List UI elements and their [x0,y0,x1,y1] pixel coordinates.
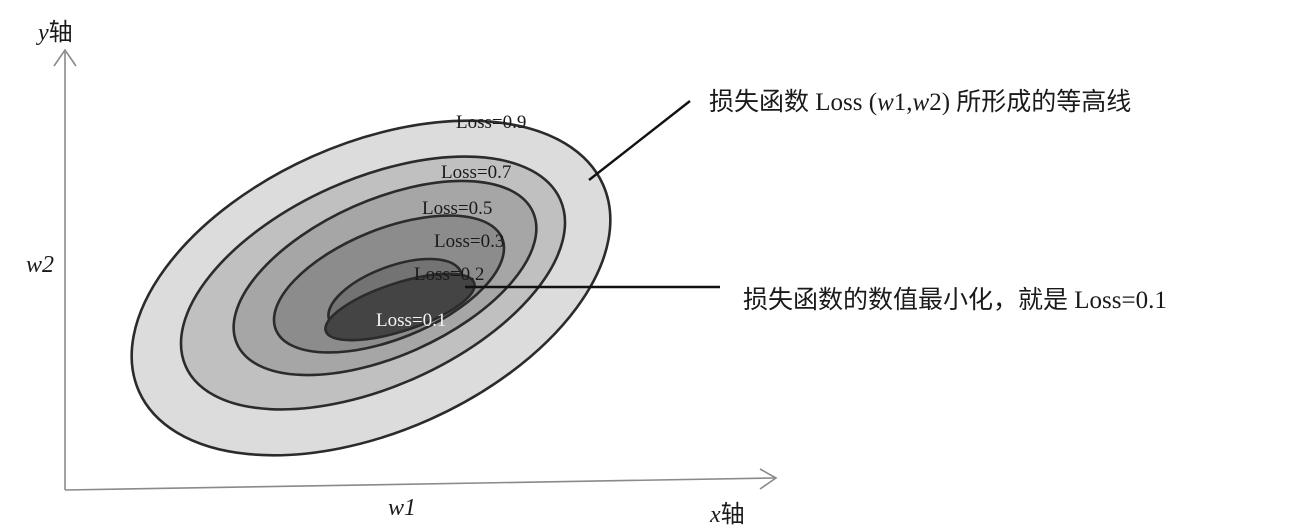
contour-annotation-mid1: 1, [894,89,913,116]
contour-annotation-prefix: 损失函数 Loss ( [709,88,877,116]
contour-leader-line [588,100,691,181]
y-axis-arrowhead [53,48,77,67]
contour-annotation-var2: w [913,89,930,116]
loss-label-0-7: Loss=0.7 [441,162,511,183]
contour-annotation: 损失函数 Loss (w1,w2) 所形成的等高线 [709,88,1131,116]
contour-0-1 [324,272,476,342]
w2-param-label: w2 [26,252,54,278]
minimum-annotation: 损失函数的数值最小化，就是 Loss=0.1 [743,286,1167,314]
loss-label-0-9: Loss=0.9 [456,112,526,133]
y-axis-var: y [36,20,49,46]
w1-param-label: w1 [388,495,416,521]
contour-levels [130,119,612,457]
loss-label-0-3: Loss=0.3 [434,231,504,252]
contour-annotation-mid2: 2) 所形成的等高线 [929,88,1131,116]
y-axis-suffix: 轴 [49,19,73,46]
y-axis-title: y轴 [36,19,73,46]
loss-label-0-5: Loss=0.5 [422,198,492,219]
contour-annotation-var1: w [877,89,894,116]
x-axis-suffix: 轴 [721,501,745,528]
contour-labels: Loss=0.9 Loss=0.7 Loss=0.5 Loss=0.3 Loss… [376,112,526,331]
x-axis-var: x [709,502,721,528]
x-axis-title: x轴 [709,501,745,528]
loss-label-0-2: Loss=0.2 [414,264,484,285]
x-axis-arrowhead [759,468,778,490]
x-axis-line [64,477,776,491]
axes [53,48,778,491]
loss-label-0-1: Loss=0.1 [376,310,446,331]
